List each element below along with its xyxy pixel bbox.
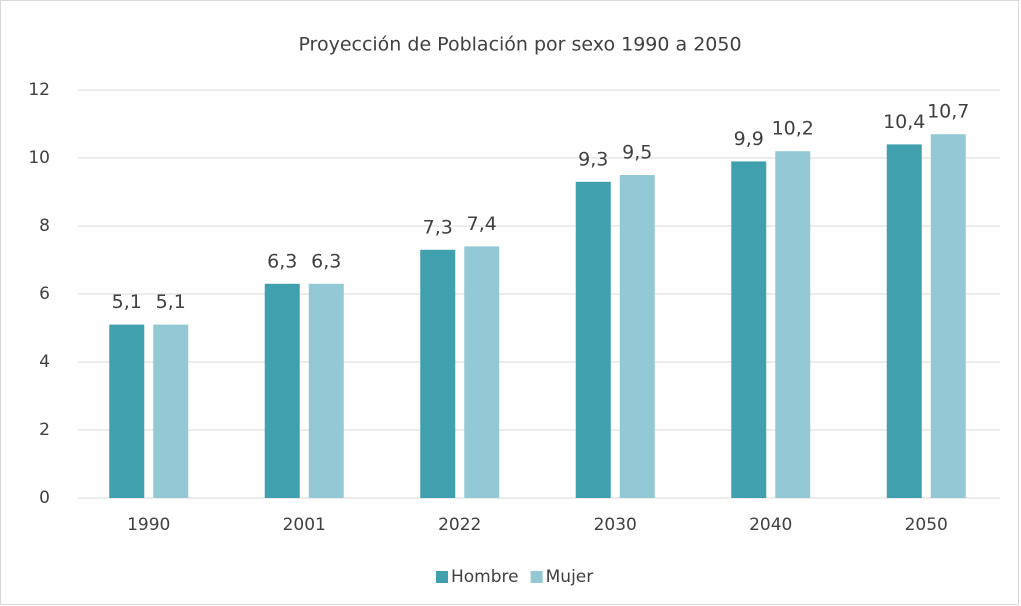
data-label: 5,1 [112,291,142,313]
bar [575,181,611,499]
y-tick-label: 12 [28,80,50,100]
data-label: 9,5 [622,142,652,164]
bar [930,134,966,498]
data-label: 9,9 [734,128,764,150]
y-tick-label: 10 [28,148,50,168]
bar [109,324,145,498]
x-tick-label: 1990 [127,515,170,535]
bar [464,246,500,498]
data-label: 10,7 [927,101,969,123]
data-label: 9,3 [578,148,608,170]
data-label: 7,3 [423,216,453,238]
x-tick-label: 2022 [438,515,481,535]
data-label: 7,4 [467,213,497,235]
bar [264,283,300,498]
data-label: 6,3 [311,250,341,272]
data-label: 6,3 [267,250,297,272]
data-label: 5,1 [156,291,186,313]
legend-label: Mujer [546,567,594,587]
bar [308,283,344,498]
bar [886,144,922,498]
legend-swatch [436,571,448,583]
bar [153,324,189,498]
y-tick-label: 8 [39,216,50,236]
y-tick-label: 4 [39,352,50,372]
bar [420,249,456,498]
bar [619,175,655,498]
y-tick-label: 6 [39,284,50,304]
chart-title: Proyección de Población por sexo 1990 a … [298,34,741,56]
y-tick-label: 0 [39,488,50,508]
legend-label: Hombre [451,567,519,587]
x-tick-label: 2040 [749,515,792,535]
legend-swatch [530,571,543,583]
x-tick-label: 2001 [283,515,326,535]
x-tick-label: 2050 [905,515,948,535]
bar [775,151,811,498]
data-label: 10,4 [883,111,925,133]
bar [731,161,767,498]
data-label: 10,2 [772,118,814,140]
y-tick-label: 2 [39,420,50,440]
x-tick-label: 2030 [594,515,637,535]
